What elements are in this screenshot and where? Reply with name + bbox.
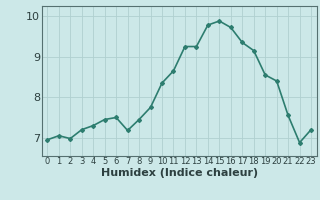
X-axis label: Humidex (Indice chaleur): Humidex (Indice chaleur)	[100, 168, 258, 178]
